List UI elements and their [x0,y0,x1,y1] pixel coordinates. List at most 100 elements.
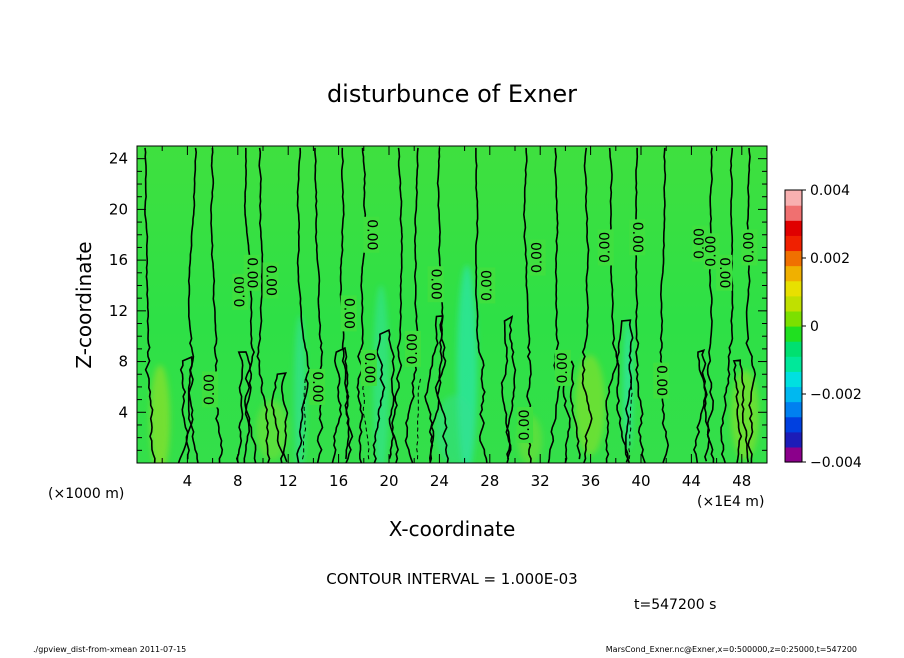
contour-line [635,147,646,463]
x-tick-label: 8 [233,472,243,490]
contour-lines [144,147,757,463]
footer-right: MarsCond_Exner.nc@Exner,x=0:500000,z=0:2… [606,645,857,654]
x-axis: 4 8 12 16 20 24 28 32 36 40 44 48 [136,146,768,490]
contour-label: 0.00 [263,265,279,296]
colorbar-swatch [785,431,802,448]
y-tick-label: 12 [109,302,128,320]
contour-line [475,147,488,463]
contour-label: 0.00 [341,298,357,329]
contour-label-bg [703,233,720,270]
contour-label-bg [363,216,380,253]
contour-label-bg [243,254,260,291]
x-tick-label: 40 [631,472,650,490]
contour-label: 0.00 [479,270,495,301]
contour-label-bg [629,219,646,256]
contour-line [404,147,420,463]
contour-label-bg [427,266,444,303]
colorbar-swatch [785,371,802,388]
x-tick-label: 32 [531,472,550,490]
contour-interval: CONTOUR INTERVAL = 1.000E-03 [326,570,577,588]
contour-line [581,147,593,463]
x-unit-left: (×1000 m) [48,486,124,502]
footer-left: ./gpview_dist-from-xmean 2011-07-15 [33,645,186,654]
colorbar-swatch [785,250,802,267]
contour-label: 0.00 [517,409,533,440]
contour-line [732,359,749,463]
contour-line [605,147,619,463]
colorbar-tick-label: −0.002 [810,387,862,403]
contour-line [256,147,271,463]
contour-labels: 0.000.000.00 0.000.000.000.000.000.000.00… [202,216,758,443]
contour-line [296,147,311,463]
contour-label: 0.00 [741,232,757,263]
contour-label: 0.00 [704,236,720,267]
contour-label-bg [741,229,758,266]
x-axis-label: X-coordinate [389,517,516,541]
x-tick-label: 48 [732,472,751,490]
y-tick-label: 16 [109,251,128,269]
contour-line [243,147,257,463]
contour-line [314,147,324,463]
contour-label-bg [597,229,614,266]
contour-label: 0.00 [361,352,377,383]
contour-label: 0.00 [555,352,571,383]
colorbar-swatch [785,235,802,252]
contour-line [372,328,395,463]
contour-label-bg [404,330,421,367]
time-label: t=547200 s [634,597,716,613]
y-axis-label: Z-coordinate [72,241,96,368]
contour-line [356,147,367,463]
contour-line [424,315,444,463]
colorbar: 0.004 0.002 0 −0.002 −0.004 [784,183,862,471]
x-tick-label: 12 [279,472,298,490]
x-tick-label: 24 [430,472,449,490]
colorbar-swatch [785,416,802,433]
colorbar-swatch [785,205,802,221]
x-tick-label: 44 [682,472,701,490]
contour-line [659,147,670,463]
colorbar-tick-label: −0.004 [810,455,862,471]
x-unit-right: (×1E4 m) [697,494,764,510]
colorbar-swatch [785,220,802,236]
colorbar-tick-label: 0.002 [810,251,850,267]
contour-label-bg [554,349,571,386]
plot-frame [136,145,768,464]
contour-line [500,315,517,463]
y-tick-label: 8 [118,353,128,371]
contour-label: 0.00 [653,365,669,396]
contour-label: 0.00 [629,222,645,253]
contour-label-bg [479,267,496,304]
contour-label-bg [716,254,733,291]
contour-label: 0.00 [405,333,421,364]
contour-label: 0.00 [244,257,260,288]
contour-line [616,319,634,463]
contour-line [235,351,253,463]
contour-label: 0.00 [202,374,218,405]
contour-label: 0.00 [716,257,732,288]
contour-label: 0.00 [309,371,325,402]
colorbar-swatch [785,295,802,312]
x-tick-label: 16 [329,472,348,490]
y-axis: 4 8 12 16 20 24 [109,145,767,464]
colorbar-swatch [785,386,802,403]
colorbar-swatch [785,190,802,206]
colorbar-swatch [785,356,802,372]
contour-label-bg [340,295,357,332]
contour-line [745,147,757,463]
chart-title: disturbunce of Exner [327,80,577,108]
contour-line [434,147,449,463]
contour-label-bg [309,368,326,405]
colorbar-swatch [785,446,802,463]
colorbar-swatch [785,401,802,418]
contour-label-bg [653,362,670,399]
contour-line [720,147,734,463]
contour-label: 0.00 [598,232,614,263]
y-tick-label: 20 [109,200,128,218]
x-tick-label: 20 [379,472,398,490]
contour-label-bg [360,349,377,386]
contour-line [547,147,562,463]
contour-line [210,147,224,463]
contour-label: 0.00 [428,269,444,300]
colorbar-swatch [785,341,802,357]
